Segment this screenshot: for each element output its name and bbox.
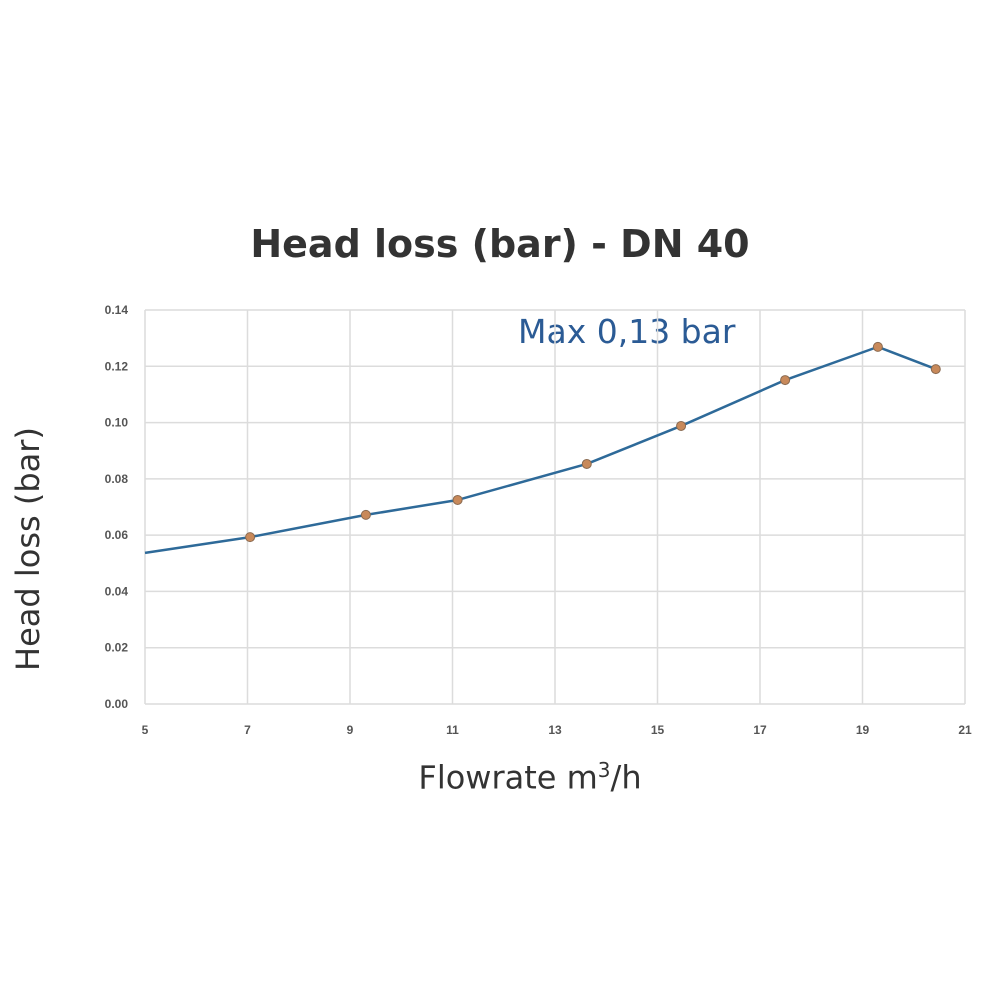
x-tick-label: 19: [856, 723, 870, 737]
x-tick-label: 17: [753, 723, 767, 737]
x-axis-label-tail: /h: [610, 758, 642, 797]
y-tick-label: 0.10: [105, 416, 129, 430]
x-axis-label-main: Flowrate m: [418, 758, 598, 797]
data-point: [245, 532, 256, 543]
data-point: [872, 341, 883, 352]
y-tick-label: 0.08: [105, 472, 129, 486]
x-tick-label: 15: [651, 723, 665, 737]
x-tick-label: 7: [244, 723, 251, 737]
data-point: [676, 420, 687, 431]
series-line: [144, 345, 937, 555]
chart-title: Head loss (bar) - DN 40: [250, 222, 750, 266]
data-point: [581, 458, 592, 469]
data-point: [930, 364, 941, 375]
x-axis-label: Flowrate m3/h: [330, 758, 730, 797]
x-tick-label: 11: [446, 723, 459, 737]
x-axis-label-sup: 3: [597, 758, 611, 782]
y-tick-label: 0.00: [105, 697, 129, 711]
y-tick-label: 0.06: [105, 528, 129, 542]
x-tick-label: 5: [142, 723, 149, 737]
y-tick-label: 0.14: [105, 303, 129, 317]
x-tick-label: 13: [548, 723, 562, 737]
y-tick-label: 0.04: [105, 584, 129, 598]
data-point: [452, 494, 463, 505]
data-point: [360, 509, 371, 520]
y-tick-label: 0.02: [105, 641, 129, 655]
max-annotation: Max 0,13 bar: [518, 312, 736, 351]
y-tick-label: 0.12: [105, 359, 129, 373]
data-point: [780, 375, 791, 386]
x-tick-label: 21: [958, 723, 972, 737]
x-tick-label: 9: [347, 723, 354, 737]
